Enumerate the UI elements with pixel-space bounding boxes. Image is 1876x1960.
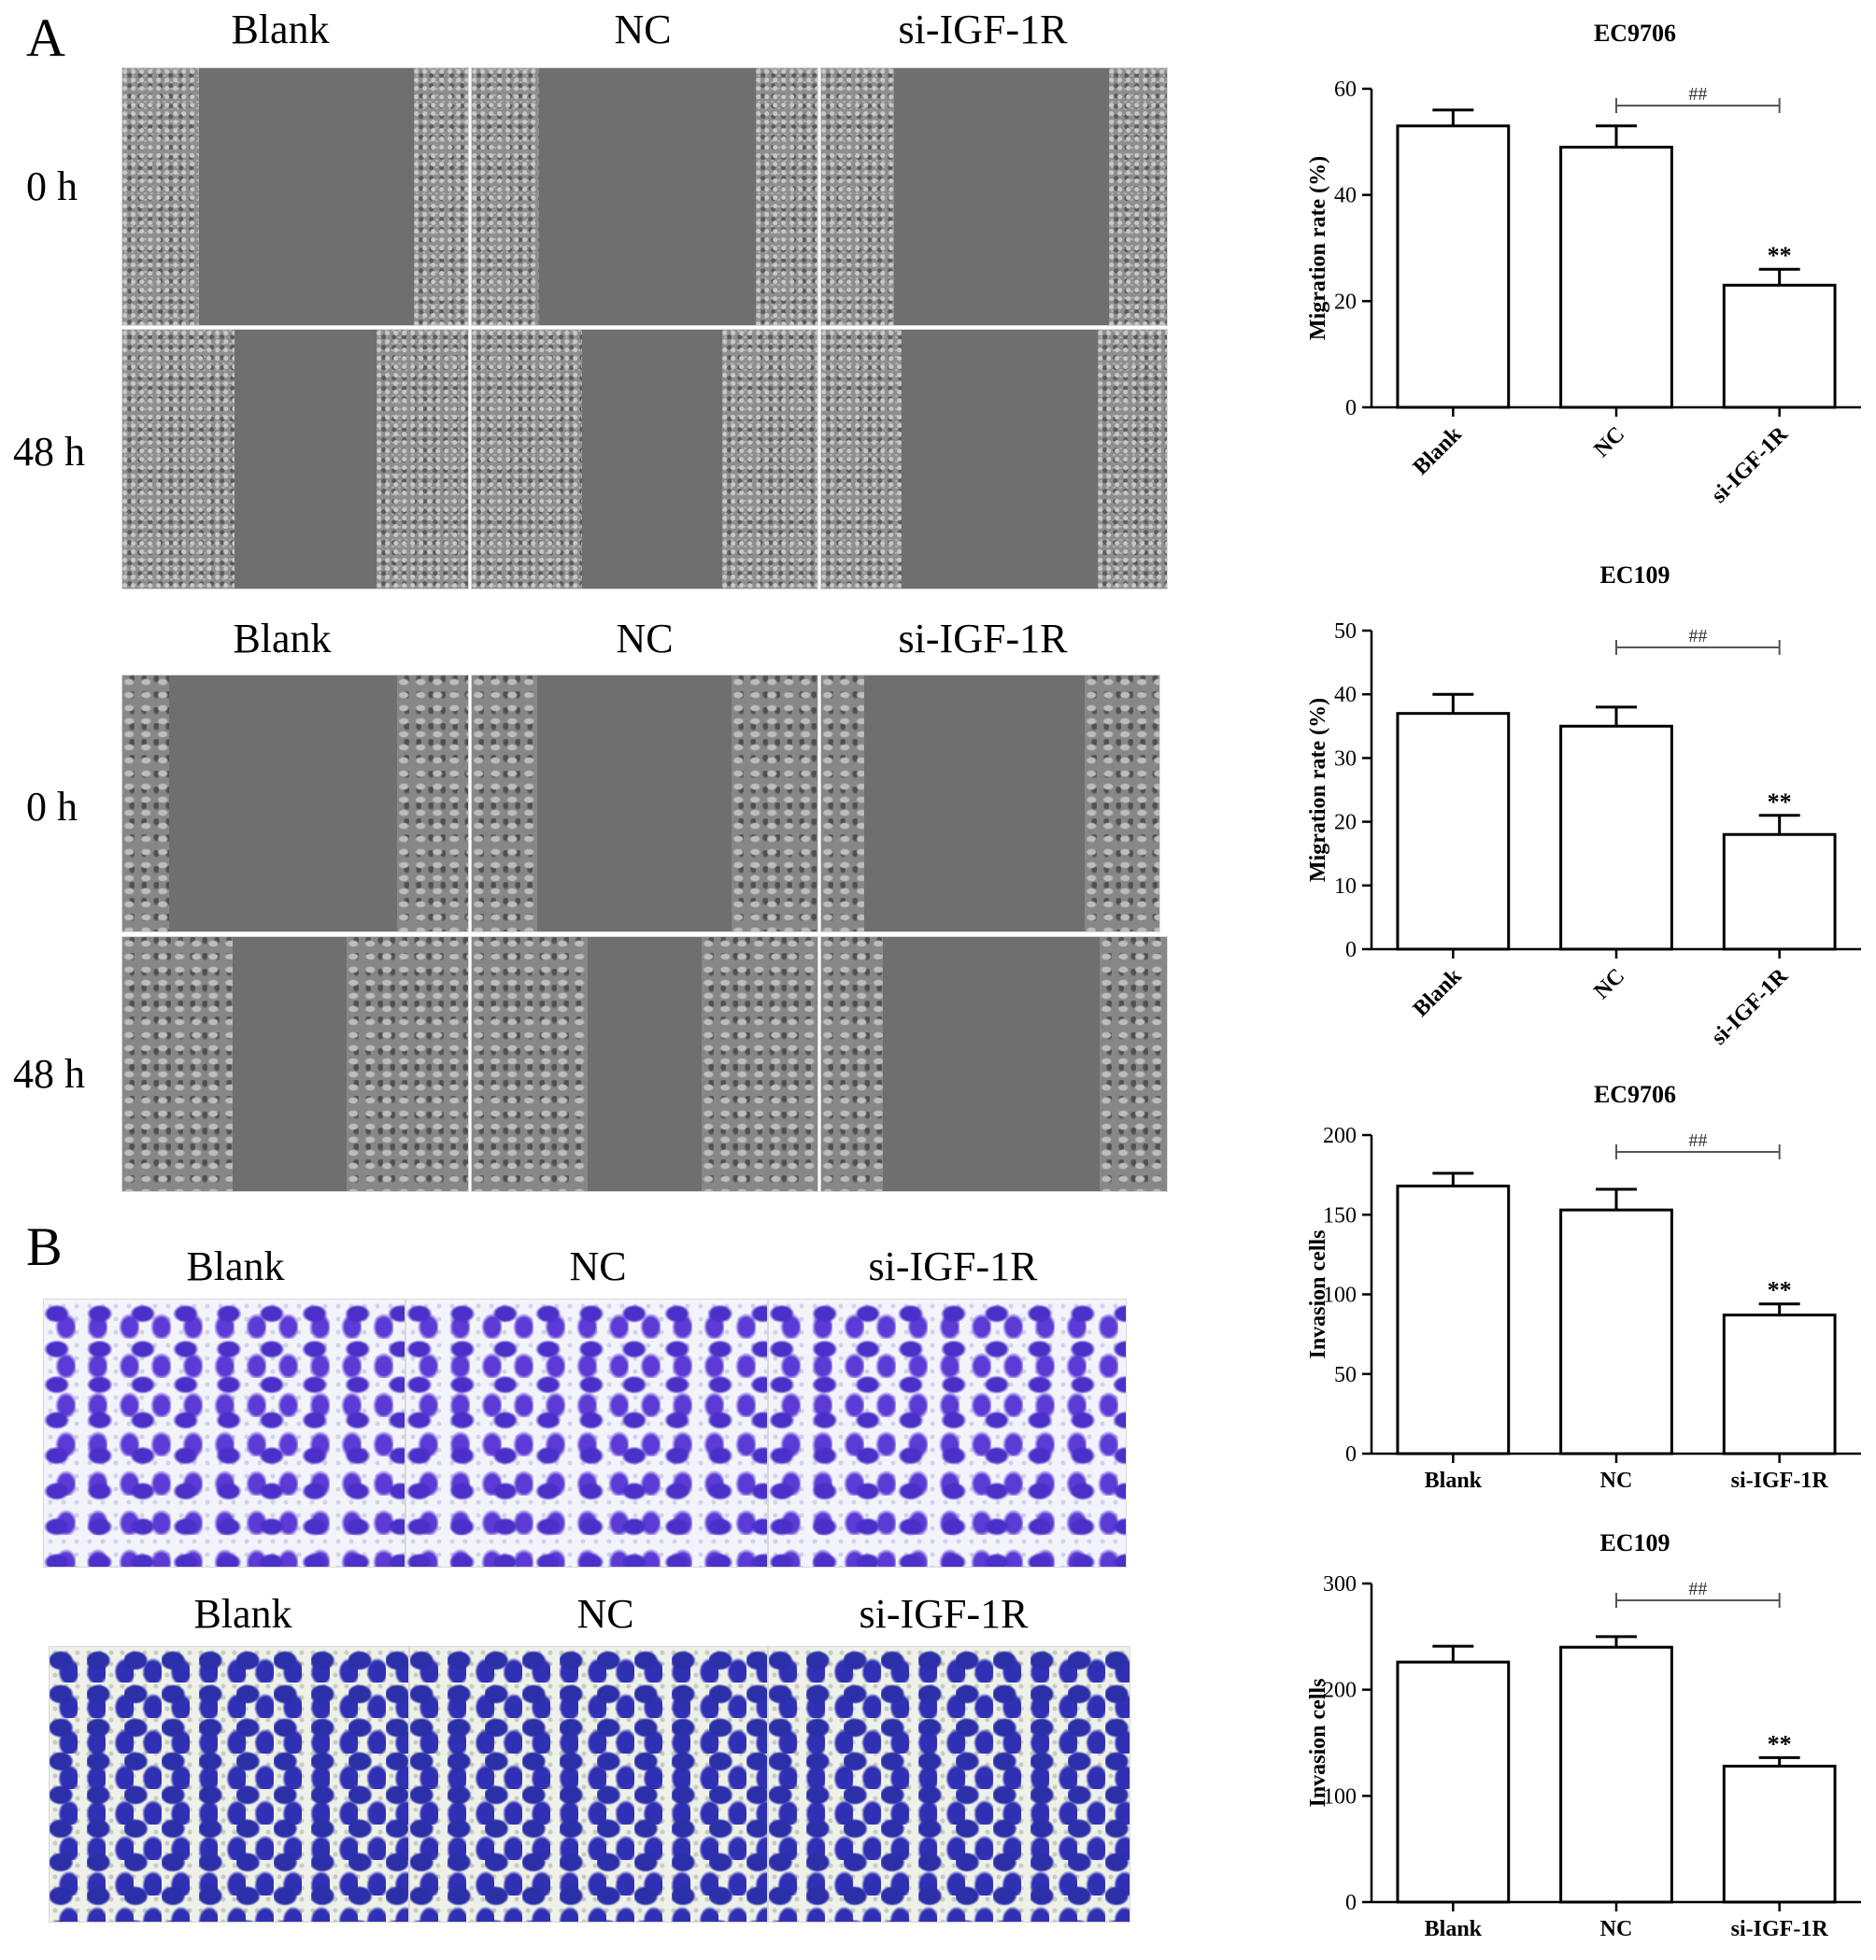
- y-tick-label: 60: [1334, 78, 1357, 102]
- panel-a-block2-row-0h: 0 h: [26, 784, 78, 830]
- x-tick-label: Blank: [1409, 963, 1467, 1021]
- sig-bracket-label: ##: [1688, 1130, 1707, 1151]
- chart-title: EC9706: [1594, 20, 1676, 47]
- y-tick-label: 200: [1323, 1679, 1357, 1703]
- chart-migration-ec9706: EC9706 Migration rate (%) 0 20 40 60 Blank NC **…: [1306, 20, 1861, 508]
- panel-a-block1-row-48h: 48 h: [13, 429, 85, 475]
- x-tick-label: Blank: [1409, 421, 1467, 479]
- y-axis-label: Invasion cells: [1306, 1229, 1330, 1358]
- micrograph-a2-blank-48h: [121, 936, 469, 1192]
- y-tick-label: 200: [1323, 1124, 1357, 1148]
- micrograph-a1-si-igf-1r-0h: [820, 67, 1168, 326]
- bar: [1559, 1208, 1673, 1456]
- y-tick-label: 50: [1334, 1363, 1357, 1387]
- y-tick-label: 0: [1345, 396, 1357, 420]
- y-tick-label: 0: [1345, 938, 1357, 962]
- panel-b-block1-header-blank: Blank: [186, 1243, 285, 1289]
- x-tick-label: si-IGF-1R: [1707, 421, 1793, 507]
- y-tick-label: 20: [1334, 811, 1357, 835]
- y-tick-label: 40: [1334, 184, 1357, 208]
- panel-b-block2-header-nc: NC: [576, 1591, 634, 1637]
- panel-b-block1-header-nc: NC: [569, 1243, 627, 1289]
- bar: [1559, 724, 1673, 951]
- sig-bracket-label: ##: [1688, 1579, 1707, 1599]
- x-tick-label: NC: [1600, 1469, 1633, 1493]
- panel-a-block2-header-nc: NC: [616, 616, 674, 661]
- sig-bracket-label: ##: [1688, 84, 1707, 105]
- bar-annotation: **: [1768, 788, 1792, 816]
- micrograph-a1-blank-48h: [121, 329, 469, 589]
- transwell-b1-si-igf-1r: [768, 1299, 1127, 1568]
- panel-b-block2-header-blank: Blank: [193, 1591, 292, 1637]
- bar-annotation: **: [1768, 1277, 1792, 1304]
- y-tick-label: 50: [1334, 619, 1357, 644]
- panel-a-block2-header-blank: Blank: [233, 616, 332, 661]
- chart-title: EC9706: [1594, 1081, 1676, 1108]
- panel-a-block1-header-si-igf-1r: si-IGF-1R: [898, 7, 1068, 52]
- panel-b-block2-header-si-igf-1r: si-IGF-1R: [859, 1591, 1029, 1637]
- transwell-b2-nc: [409, 1646, 768, 1923]
- bar: [1396, 712, 1511, 951]
- micrograph-a2-blank-0h: [121, 675, 469, 932]
- micrograph-a1-nc-48h: [471, 329, 818, 589]
- chart-migration-ec109: EC109 Migration rate (%) 0 10 20 30 40 50 Blank N…: [1306, 561, 1861, 1050]
- y-axis-label: Migration rate (%): [1306, 156, 1330, 340]
- bar: [1559, 146, 1673, 409]
- chart-invasion-ec9706: EC9706 Invasion cells 0 50 100 150 200 Blank NC *…: [1306, 1081, 1861, 1493]
- y-tick-label: 40: [1334, 683, 1357, 707]
- panel-a-block2-header-si-igf-1r: si-IGF-1R: [898, 616, 1068, 661]
- y-tick-label: 10: [1334, 874, 1357, 899]
- chart-invasion-ec109: EC109 Invasion cells 0 100 200 300 Blank NC ** si…: [1306, 1529, 1861, 1941]
- bar: [1722, 1765, 1837, 1904]
- y-tick-label: 150: [1323, 1203, 1357, 1228]
- bar: [1722, 1314, 1837, 1456]
- x-tick-label: si-IGF-1R: [1731, 1917, 1829, 1941]
- micrograph-a1-si-igf-1r-48h: [820, 329, 1168, 589]
- y-axis-label: Migration rate (%): [1306, 698, 1330, 882]
- y-tick-label: 20: [1334, 290, 1357, 314]
- bar-annotation: **: [1768, 1730, 1792, 1757]
- bar: [1559, 1645, 1673, 1904]
- bar: [1396, 1185, 1511, 1456]
- x-tick-label: NC: [1589, 422, 1629, 462]
- bar-annotation: **: [1768, 242, 1792, 269]
- x-tick-label: Blank: [1425, 1469, 1483, 1493]
- transwell-b1-blank: [43, 1299, 405, 1568]
- micrograph-a2-si-igf-1r-48h: [820, 936, 1168, 1192]
- y-axis-label: Invasion cells: [1306, 1678, 1330, 1807]
- panel-a-letter: A: [26, 7, 65, 68]
- x-tick-label: Blank: [1425, 1917, 1483, 1941]
- micrograph-a1-nc-0h: [471, 67, 818, 326]
- chart-title: EC109: [1599, 1529, 1670, 1556]
- y-tick-label: 300: [1323, 1572, 1357, 1597]
- bar: [1722, 832, 1837, 951]
- panel-a-block2-row-48h: 48 h: [13, 1051, 85, 1097]
- panel-b-letter: B: [26, 1216, 63, 1277]
- x-tick-label: si-IGF-1R: [1731, 1469, 1829, 1493]
- micrograph-a2-nc-0h: [471, 675, 818, 932]
- y-tick-label: 0: [1345, 1891, 1357, 1915]
- transwell-b2-si-igf-1r: [768, 1646, 1130, 1923]
- y-tick-label: 0: [1345, 1442, 1357, 1467]
- y-tick-label: 100: [1323, 1784, 1357, 1809]
- y-tick-label: 100: [1323, 1284, 1357, 1308]
- bar: [1396, 124, 1511, 409]
- panel-a-block1-header-blank: Blank: [231, 7, 330, 52]
- x-tick-label: NC: [1600, 1917, 1633, 1941]
- panel-a-block1-header-nc: NC: [614, 7, 672, 52]
- micrograph-a1-blank-0h: [121, 67, 469, 326]
- micrograph-a2-si-igf-1r-0h: [820, 675, 1160, 932]
- x-tick-label: NC: [1589, 964, 1629, 1004]
- transwell-b1-nc: [405, 1299, 768, 1568]
- y-tick-label: 30: [1334, 746, 1357, 771]
- chart-title: EC109: [1599, 561, 1670, 589]
- bar: [1722, 283, 1837, 409]
- panel-a-block1-row-0h: 0 h: [26, 163, 78, 209]
- transwell-b2-blank: [49, 1646, 409, 1923]
- x-tick-label: si-IGF-1R: [1707, 963, 1793, 1049]
- panel-b-block1-header-si-igf-1r: si-IGF-1R: [868, 1243, 1038, 1289]
- bar: [1396, 1660, 1511, 1904]
- micrograph-a2-nc-48h: [471, 936, 818, 1192]
- sig-bracket-label: ##: [1688, 626, 1707, 646]
